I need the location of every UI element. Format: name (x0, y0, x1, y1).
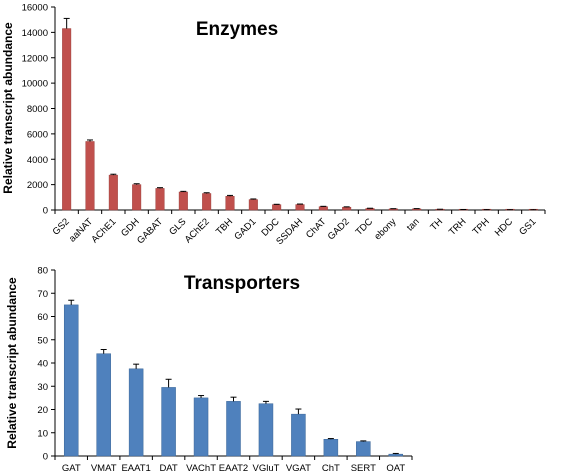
transporters-bar-eaat1 (128, 368, 144, 457)
enzymes-bar-ssdah (295, 204, 305, 211)
transporters-y-tick-label: 70 (37, 289, 48, 300)
enzymes-bar-ache2 (202, 193, 212, 211)
transporters-bar-gat (63, 304, 79, 457)
transporters-chart: Relative transcript abundance Transporte… (5, 266, 413, 474)
transporters-bar-cht (323, 439, 339, 457)
enzymes-category-label: GAD2 (326, 216, 352, 242)
enzymes-category-label: HDC (493, 216, 515, 238)
enzymes-category-label: GS1 (517, 216, 538, 237)
enzymes-bar-tbh (225, 196, 235, 211)
enzymes-category-label: TH (428, 216, 445, 233)
enzymes-y-tick-label: 2000 (27, 180, 48, 191)
transporters-y-axis-label: Relative transcript abundance (5, 277, 19, 449)
transporters-bar-sert (356, 441, 371, 457)
enzymes-category-label: TRH (447, 216, 469, 238)
enzymes-y-tick-label: 0 (43, 206, 48, 217)
transporters-y-tick-label: 80 (37, 266, 48, 277)
transporters-category-label: GAT (62, 463, 81, 474)
transporters-category-label: EAAT2 (219, 463, 248, 474)
enzymes-chart-title: Enzymes (196, 19, 278, 40)
transporters-bar-dat (161, 387, 176, 457)
enzymes-category-label: AChE1 (89, 216, 118, 245)
enzymes-bar-ache1 (108, 174, 118, 211)
transporters-bar-vgat (291, 413, 306, 457)
enzymes-bar-gls (178, 191, 188, 211)
transporters-y-tick-label: 40 (37, 359, 48, 370)
enzymes-bar-gad1 (248, 199, 258, 211)
transporters-y-tick-label: 20 (37, 405, 48, 416)
enzymes-bar-gad2 (342, 206, 352, 211)
transporters-category-label: EAAT1 (121, 463, 150, 474)
enzymes-y-tick-label: 14000 (22, 28, 48, 39)
transporters-category-label: VGAT (286, 463, 311, 474)
enzymes-bar-gabat (155, 188, 165, 211)
transporters-bar-vmat (96, 353, 111, 457)
enzymes-category-label: GAD1 (232, 216, 258, 242)
transporters-bar-eaat2 (226, 401, 241, 457)
enzymes-y-tick-label: 12000 (22, 53, 48, 64)
transporters-y-tick-label: 30 (37, 382, 48, 393)
transporters-bar-vacht (193, 397, 209, 457)
enzymes-y-tick-label: 4000 (27, 155, 48, 166)
transporters-category-label: DAT (159, 463, 177, 474)
transporters-category-label: VMAT (91, 463, 117, 474)
enzymes-category-label: AChE2 (183, 216, 212, 245)
transporters-y-tick-label: 50 (37, 335, 48, 346)
enzymes-bar-gs2 (62, 28, 72, 211)
enzymes-bar-gdh (132, 184, 142, 211)
transporters-y-tick-label: 60 (37, 312, 48, 323)
enzymes-category-label: ebony (372, 216, 398, 242)
enzymes-y-tick-label: 10000 (22, 79, 48, 90)
enzymes-category-label: GABAT (135, 216, 165, 246)
transporters-chart-title: Transporters (184, 273, 300, 294)
enzymes-y-axis-label: Relative transcript abundance (1, 22, 15, 194)
enzymes-category-label: ChAT (304, 216, 329, 241)
enzymes-chart: Relative transcript abundance Enzymes 0 2… (1, 3, 546, 247)
transporters-category-label: VAChT (186, 463, 216, 474)
transporters-y-tick-label: 10 (37, 428, 48, 439)
enzymes-category-label: TPH (471, 216, 492, 237)
transporters-category-label: VGluT (252, 463, 279, 474)
enzymes-bar-ddc (272, 204, 282, 211)
enzymes-y-tick-label: 16000 (22, 3, 48, 14)
enzymes-bar-chat (318, 206, 328, 211)
enzymes-category-label: SSDAH (274, 216, 305, 247)
enzymes-y-tick-label: 6000 (27, 129, 48, 140)
transporters-bar-vglut (258, 403, 274, 457)
enzymes-y-tick-label: 8000 (27, 104, 48, 115)
transporters-bar-oat (388, 453, 404, 457)
transporters-category-label: OAT (386, 463, 405, 474)
enzymes-category-label: tan (405, 216, 422, 233)
transporters-y-tick-label: 0 (43, 452, 48, 463)
transporters-category-label: ChT (322, 463, 340, 474)
transporters-category-label: SERT (351, 463, 376, 474)
enzymes-bar-aanat (85, 141, 95, 211)
